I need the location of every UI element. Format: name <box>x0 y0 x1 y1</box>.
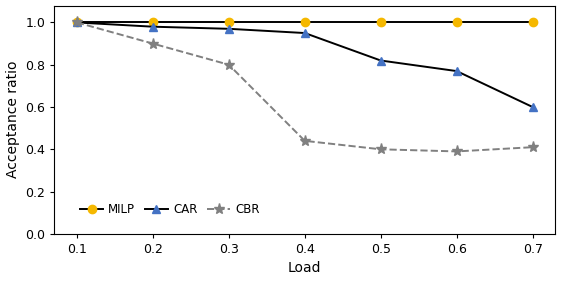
CAR <box>301 31 308 35</box>
CBR <box>453 150 460 153</box>
CAR <box>378 59 384 62</box>
MILP <box>226 21 232 24</box>
CAR <box>453 69 460 73</box>
CAR <box>529 105 536 109</box>
Legend: MILP, CAR, CBR: MILP, CAR, CBR <box>75 199 264 221</box>
MILP <box>378 21 384 24</box>
CBR <box>301 139 308 142</box>
MILP <box>73 21 80 24</box>
CAR <box>73 21 80 24</box>
CBR <box>529 146 536 149</box>
Line: CBR: CBR <box>71 17 538 157</box>
MILP <box>453 21 460 24</box>
CAR <box>150 25 157 28</box>
CBR <box>150 42 157 45</box>
Line: CAR: CAR <box>73 18 537 111</box>
Line: MILP: MILP <box>73 18 537 27</box>
X-axis label: Load: Load <box>288 261 321 275</box>
CBR <box>226 63 232 66</box>
MILP <box>529 21 536 24</box>
MILP <box>301 21 308 24</box>
CAR <box>226 27 232 31</box>
Y-axis label: Acceptance ratio: Acceptance ratio <box>6 61 20 178</box>
CBR <box>73 21 80 24</box>
MILP <box>150 21 157 24</box>
CBR <box>378 148 384 151</box>
